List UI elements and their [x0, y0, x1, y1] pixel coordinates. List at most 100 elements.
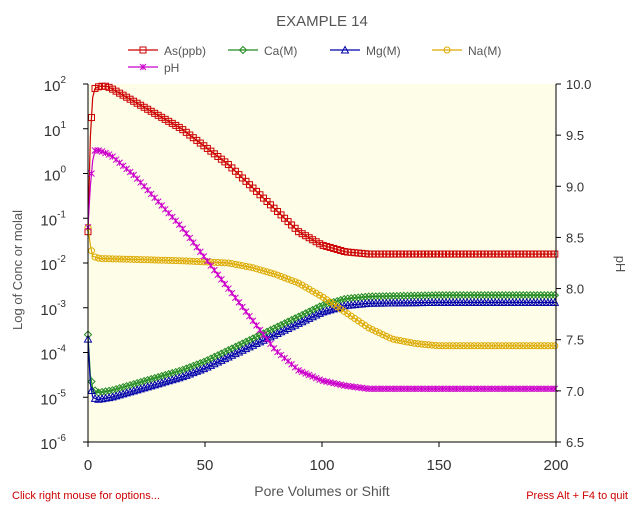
series-point-na-m: [544, 342, 552, 350]
series-point-na-m: [530, 342, 538, 350]
series-point-ph: [211, 266, 218, 274]
legend-label: Na(M): [468, 44, 501, 58]
series-point-as-ppb: [323, 242, 331, 250]
series-point-as-ppb: [509, 250, 517, 258]
series-point-as-ppb: [175, 123, 183, 131]
series-point-as-ppb: [540, 250, 548, 258]
series-point-na-m: [379, 331, 387, 339]
series-point-na-m: [281, 274, 289, 282]
series-point-na-m: [302, 283, 310, 291]
legend-label: As(ppb): [164, 44, 206, 58]
series-point-as-ppb: [316, 240, 324, 248]
series-point-ph: [267, 340, 274, 348]
series-point-as-ppb: [453, 250, 461, 258]
series-point-as-ppb: [165, 117, 173, 125]
series-point-na-m: [151, 256, 159, 264]
series-point-na-m: [245, 263, 253, 271]
series-point-na-m: [414, 340, 422, 348]
series-point-na-m: [460, 342, 468, 350]
series-point-as-ppb: [295, 228, 303, 236]
series-point-na-m: [179, 257, 187, 265]
series-point-ph: [239, 303, 246, 311]
y-left-tick-label: 10-5: [40, 388, 66, 408]
series-point-as-ppb: [467, 250, 475, 258]
series-point-mg-m: [308, 312, 317, 321]
series-point-as-ppb: [544, 250, 552, 258]
series-point-na-m: [161, 256, 169, 264]
series-point-na-m: [186, 257, 194, 265]
x-tick-label: 50: [197, 457, 214, 474]
series-point-as-ppb: [379, 250, 387, 258]
series-point-na-m: [344, 310, 352, 318]
series-point-as-ppb: [340, 247, 348, 255]
y-right-tick-label: 9.0: [566, 179, 584, 194]
series-point-ca-m: [87, 377, 96, 386]
legend-item-na-m: Na(M): [432, 44, 501, 58]
series-point-ph: [196, 248, 204, 256]
x-axis-label: Pore Volumes or Shift: [254, 483, 390, 499]
series-point-as-ppb: [547, 250, 555, 258]
series-point-as-ppb: [537, 250, 545, 258]
series-point-mg-m: [297, 317, 307, 326]
series-point-na-m: [375, 329, 383, 337]
series-point-na-m: [396, 337, 404, 345]
series-point-mg-m: [283, 323, 293, 332]
series-point-na-m: [403, 338, 411, 346]
legend-marker: [238, 45, 248, 55]
y-left-tick-label: 100: [44, 165, 67, 185]
status-hint-quit: Press Alt + F4 to quit: [526, 490, 628, 502]
series-point-mg-m: [252, 338, 261, 348]
series-point-na-m: [102, 255, 110, 263]
series-point-mg-m: [195, 365, 205, 374]
series-point-na-m: [228, 260, 236, 268]
series-point-ph: [189, 239, 197, 246]
series-point-na-m: [477, 342, 485, 350]
y-right-tick-label: 7.0: [566, 384, 584, 399]
series-point-ph: [207, 262, 215, 269]
series-point-na-m: [417, 340, 425, 348]
series-point-na-m: [133, 255, 141, 263]
series-point-na-m: [470, 342, 478, 350]
series-point-as-ppb: [126, 95, 134, 103]
series-point-na-m: [410, 339, 418, 347]
series-point-na-m: [547, 342, 555, 350]
series-point-na-m: [358, 319, 366, 327]
series-point-as-ppb: [516, 250, 524, 258]
series-point-na-m: [337, 305, 345, 313]
series-mg-m: [83, 297, 560, 403]
series-point-na-m: [533, 342, 541, 350]
series-point-ph: [221, 280, 229, 288]
series-point-mg-m: [185, 369, 195, 378]
series-point-na-m: [330, 300, 338, 308]
series-point-ph: [225, 285, 232, 292]
series-point-ph: [242, 308, 250, 315]
series-point-mg-m: [227, 350, 237, 359]
series-point-mg-m: [248, 340, 258, 349]
series-point-na-m: [158, 256, 166, 264]
series-point-na-m: [217, 259, 225, 267]
series-point-as-ppb: [330, 244, 338, 252]
series-point-ph: [246, 312, 253, 320]
series-point-na-m: [119, 255, 127, 263]
series-point-as-ppb: [400, 250, 408, 258]
series-point-as-ppb: [498, 250, 506, 258]
series-point-as-ppb: [551, 250, 559, 258]
series-point-ph: [186, 234, 194, 242]
series-point-as-ppb: [488, 250, 496, 258]
series-point-as-ppb: [365, 250, 373, 258]
series-point-na-m: [453, 342, 461, 350]
series-point-ph: [253, 322, 260, 329]
series-point-na-m: [526, 342, 534, 350]
legend-item-mg-m: Mg(M): [330, 44, 401, 58]
series-point-na-m: [449, 342, 457, 350]
series-point-na-m: [267, 269, 275, 277]
series-point-na-m: [340, 307, 348, 315]
series-point-as-ppb: [414, 250, 422, 258]
series-point-as-ppb: [123, 93, 131, 101]
series-point-as-ppb: [442, 250, 450, 258]
series-point-na-m: [537, 342, 545, 350]
series-point-as-ppb: [88, 114, 96, 122]
series-point-as-ppb: [439, 250, 447, 258]
series-point-as-ppb: [410, 250, 418, 258]
series-point-na-m: [463, 342, 471, 350]
